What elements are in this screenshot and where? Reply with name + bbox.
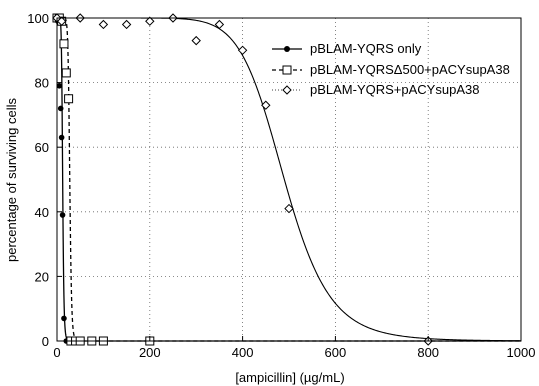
x-tick-label-0: 0 xyxy=(53,345,60,360)
x-axis-title: [ampicillin] (µg/mL) xyxy=(235,370,344,385)
point-s3-10 xyxy=(261,100,271,110)
point-s1-5 xyxy=(59,212,66,218)
point-s2-3 xyxy=(59,39,69,49)
y-tick-label-4: 80 xyxy=(35,76,49,91)
point-s1-4 xyxy=(58,134,65,141)
x-tick-label-1: 200 xyxy=(139,345,161,360)
point-s1-2 xyxy=(56,83,63,89)
legend-entry-1: pBLAM-YQRS only xyxy=(272,41,422,56)
y-tick-label-3: 60 xyxy=(35,140,49,155)
point-s3-3 xyxy=(98,19,109,30)
point-s3-11 xyxy=(284,203,294,214)
y-axis-title: percentage of surviving cells xyxy=(4,97,19,262)
point-s3-7 xyxy=(191,35,201,46)
x-tick-label-3: 600 xyxy=(325,345,347,360)
x-tick-label-4: 800 xyxy=(417,345,439,360)
point-s1-6 xyxy=(61,315,67,322)
y-tick-label-2: 40 xyxy=(35,205,49,220)
point-s3-4 xyxy=(121,19,132,30)
point-s3-9 xyxy=(237,45,248,56)
point-s2-5 xyxy=(64,94,74,104)
legend: pBLAM-YQRS only pBLAM-YQRSΔ500+pACYsupA3… xyxy=(272,41,510,97)
plot-frame xyxy=(56,17,522,342)
y-tick-label-5: 100 xyxy=(27,11,49,26)
point-s3-1 xyxy=(56,16,67,26)
point-s3-5 xyxy=(145,16,155,26)
y-tick-label-1: 20 xyxy=(35,269,49,284)
y-tick-label-0: 0 xyxy=(42,334,49,349)
point-s2-4 xyxy=(61,68,71,78)
legend-label-2: pBLAM-YQRSΔ500+pACYsupA38 xyxy=(310,62,510,77)
legend-entry-2: pBLAM-YQRSΔ500+pACYsupA38 xyxy=(272,62,510,77)
legend-marker-1 xyxy=(284,46,290,52)
x-tick-label-5: 1000 xyxy=(507,345,536,360)
legend-entry-3: pBLAM-YQRS+pACYsupA38 xyxy=(272,82,479,97)
x-tick-label-2: 400 xyxy=(232,345,254,360)
point-s3-8 xyxy=(214,19,225,30)
legend-label-3: pBLAM-YQRS+pACYsupA38 xyxy=(310,82,479,97)
legend-label-1: pBLAM-YQRS only xyxy=(310,41,422,56)
legend-marker-2 xyxy=(282,65,292,75)
axis-ticks: 0 200 400 600 800 1000 0 20 40 60 80 100 xyxy=(27,11,535,360)
point-s1-3 xyxy=(57,105,64,112)
legend-marker-3 xyxy=(282,85,292,95)
